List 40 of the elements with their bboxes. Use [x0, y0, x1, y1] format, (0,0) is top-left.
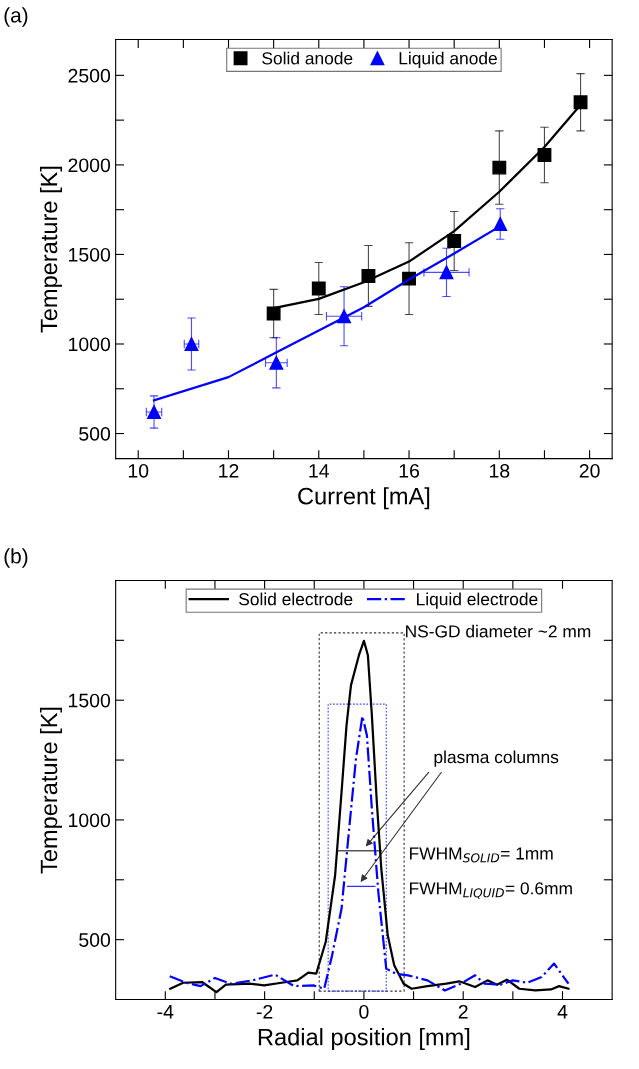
x-tick-label: 2: [458, 1004, 468, 1019]
y-tick-label: 1500: [69, 693, 111, 708]
point: [311, 281, 326, 296]
y-tick-label: 1000: [69, 337, 111, 352]
annotation: NS-GD diameter ~2 mm: [406, 624, 591, 638]
annotation: FWHM$_{LIQUID}$= 0.6mm: [410, 882, 572, 899]
x-tick-label: 10: [128, 463, 149, 478]
legend-label: Liquid anode: [399, 51, 497, 68]
x-tick-label: 20: [579, 463, 600, 478]
point: [439, 265, 454, 280]
x-axis-title: Radial position [mm]: [258, 1028, 470, 1051]
point: [447, 234, 462, 248]
chart-title: (b): [4, 548, 28, 568]
point: [269, 355, 284, 370]
y-axis-title: Temperature [K]: [39, 166, 62, 333]
x-axis-title: Current [mA]: [298, 487, 430, 510]
x-tick-label: 14: [309, 464, 330, 478]
x-tick-label: -4: [157, 1005, 174, 1019]
x-tick-label: 18: [489, 463, 510, 478]
y-tick-label: 1500: [69, 247, 111, 262]
line-series: [168, 715, 570, 992]
y-tick-label: 2500: [68, 68, 111, 83]
legend-label: Solid electrode: [239, 592, 353, 606]
y-axis-title: Temperature [K]: [39, 707, 62, 874]
point: [573, 95, 588, 110]
y-tick-label: 500: [79, 933, 111, 947]
x-tick-label: 4: [557, 1005, 568, 1019]
legend-label: Liquid electrode: [417, 592, 538, 609]
point: [492, 160, 507, 175]
annotation: FWHM$_{SOLID}$= 1mm: [410, 847, 553, 863]
x-tick-label: 12: [219, 463, 239, 478]
x-tick-label: 16: [399, 463, 420, 478]
legend-label: Solid anode: [262, 51, 353, 65]
x-tick-label: 0: [359, 1004, 369, 1019]
x-tick-label: -2: [256, 1004, 273, 1019]
chart-title: (a): [4, 7, 28, 27]
y-tick-label: 500: [79, 427, 111, 441]
y-tick-label: 2000: [68, 158, 111, 173]
y-tick-label: 1000: [69, 813, 111, 828]
annotation: plasma columns: [434, 750, 559, 767]
